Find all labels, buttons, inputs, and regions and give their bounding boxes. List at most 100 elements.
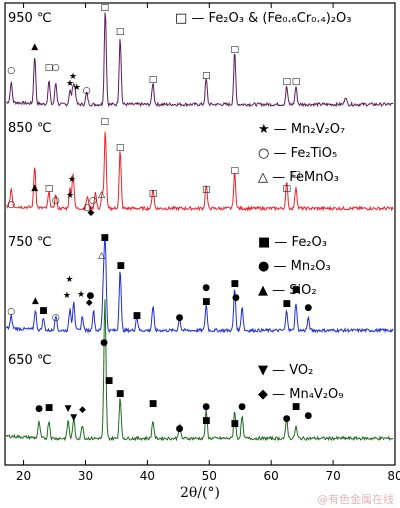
series-label: 950 ℃ [8, 11, 52, 26]
filled-circle-marker: ● [176, 313, 184, 323]
watermark: @有色金属在线 [317, 492, 394, 506]
x-tick-label: 20 [16, 469, 31, 483]
filled-circle-marker: ● [238, 402, 246, 412]
filled-square-marker: ■ [230, 419, 239, 429]
open-square-marker: □ [202, 71, 211, 81]
open-circle-marker: ○ [52, 196, 60, 206]
filled-circle-marker: ● [202, 402, 210, 412]
open-circle-marker: ○ [83, 86, 91, 96]
x-axis-title: 2θ/(°) [180, 485, 220, 501]
phase-markers: ○▲□○★★★ ○□□□ □□□ □○▲ □○★★○◆○△□□□ □□□□○▲■○★★ ★ ●… [7, 3, 312, 434]
filled-circle-marker: ● [304, 411, 312, 421]
plot-frame [4, 2, 396, 466]
filled-circle-marker: ● [283, 414, 291, 424]
open-square-marker: □ [282, 77, 291, 87]
star-marker: ★ [69, 72, 77, 82]
legend-entry: ○ — Fe₂TiO₅ [258, 146, 337, 161]
open-circle-marker: ○ [83, 203, 91, 213]
star-marker: ★ [68, 175, 76, 185]
star-marker: ★ [73, 83, 81, 93]
legend-entry: △ — FeMnO₃ [258, 170, 339, 185]
filled-circle-marker: ● [176, 424, 184, 434]
filled-circle-marker: ● [232, 293, 240, 303]
filled-circle-marker: ● [86, 291, 94, 301]
open-square-marker: □ [45, 184, 54, 194]
open-square-marker: □ [116, 143, 125, 153]
diamond-marker: ◆ [88, 208, 95, 218]
open-circle-marker: ○ [52, 313, 60, 323]
x-tick-label: 70 [325, 469, 340, 483]
filled-square-marker: ■ [282, 299, 291, 309]
x-tick-label: 30 [78, 469, 93, 483]
filled-square-marker: ■ [100, 233, 109, 243]
x-tick-label: 60 [264, 469, 279, 483]
legend-entry: ◆ — Mn₄V₂O₉ [258, 387, 343, 402]
filled-square-marker: ■ [292, 285, 301, 295]
open-square-marker: □ [292, 77, 301, 87]
star-marker: ★ [63, 291, 71, 301]
open-square-marker: □ [116, 27, 125, 37]
filled-square-marker: ■ [45, 403, 54, 413]
trace-1 [6, 12, 394, 108]
open-circle-marker: ○ [7, 307, 15, 317]
legends: □ — Fe₂O₃ & (Fe₀.₆Cr₀.₄)₂O₃ ★ — Mn₂V₂O₇ ○ … [175, 11, 351, 402]
open-square-marker: □ [45, 63, 54, 73]
open-circle-marker: ○ [7, 66, 15, 76]
filled-square-marker: ■ [116, 389, 125, 399]
filled-circle-marker: ● [100, 338, 108, 348]
filled-circle-marker: ● [202, 283, 210, 293]
trace-4 [5, 299, 394, 442]
open-square-marker: □ [202, 185, 211, 195]
star-marker: ★ [66, 79, 74, 89]
open-circle-marker: ○ [52, 63, 60, 73]
open-square-marker: □ [282, 184, 291, 194]
filled-square-marker: ■ [202, 416, 211, 426]
legend-entry: ▼ — VO₂ [258, 363, 313, 378]
filled-square-marker: ■ [117, 261, 126, 271]
legend-entry: ● — Mn₂O₃ [258, 259, 331, 274]
xrd-traces [5, 12, 394, 442]
open-square-marker: □ [100, 117, 109, 127]
open-square-marker: □ [149, 189, 158, 199]
x-tick-label: 50 [202, 469, 217, 483]
diamond-marker: ◆ [86, 298, 93, 308]
open-circle-marker: ○ [7, 200, 15, 210]
legend-entry: ★ — Mn₂V₂O₇ [258, 122, 345, 137]
star-marker: ★ [66, 191, 74, 201]
trace-3 [5, 235, 394, 334]
filled-square-marker: ■ [230, 279, 239, 289]
x-tick-label: 40 [140, 469, 155, 483]
open-triangle-marker: △ [98, 190, 105, 200]
down-triangle-marker: ▼ [70, 413, 77, 423]
legend-entry: ■ — Fe₂O₃ [258, 235, 327, 250]
open-square-marker: □ [292, 170, 301, 180]
diamond-marker: ◆ [79, 405, 86, 415]
x-axis: 20 30 40 50 60 70 80 [16, 3, 400, 483]
open-square-marker: □ [230, 45, 239, 55]
filled-triangle-marker: ▲ [32, 296, 39, 306]
open-triangle-marker: △ [98, 251, 105, 261]
filled-square-marker: ■ [39, 306, 48, 316]
filled-square-marker: ■ [149, 399, 158, 409]
down-triangle-marker: ▼ [65, 404, 72, 414]
filled-triangle-marker: ▲ [31, 42, 38, 52]
series-label: 850 ℃ [8, 121, 52, 136]
x-tick-label: 80 [387, 469, 400, 483]
open-circle-marker: ○ [89, 196, 97, 206]
legend-entry: ▲ — SiO₂ [258, 283, 317, 298]
filled-circle-marker: ● [35, 404, 43, 414]
filled-circle-marker: ● [304, 303, 312, 313]
star-marker: ★ [77, 290, 85, 300]
filled-square-marker: ■ [202, 297, 211, 307]
filled-triangle-marker: ▲ [31, 183, 38, 193]
series-labels: 950 ℃ 850 ℃ 750 ℃ 650 ℃ [8, 11, 52, 368]
legend-entry: □ — Fe₂O₃ & (Fe₀.₆Cr₀.₄)₂O₃ [175, 11, 351, 26]
open-square-marker: □ [149, 75, 158, 85]
series-label: 650 ℃ [8, 353, 52, 368]
filled-square-marker: ■ [105, 376, 114, 386]
star-marker: ★ [65, 275, 73, 285]
open-square-marker: □ [230, 166, 239, 176]
filled-square-marker: ■ [133, 311, 142, 321]
series-label: 750 ℃ [8, 235, 52, 250]
